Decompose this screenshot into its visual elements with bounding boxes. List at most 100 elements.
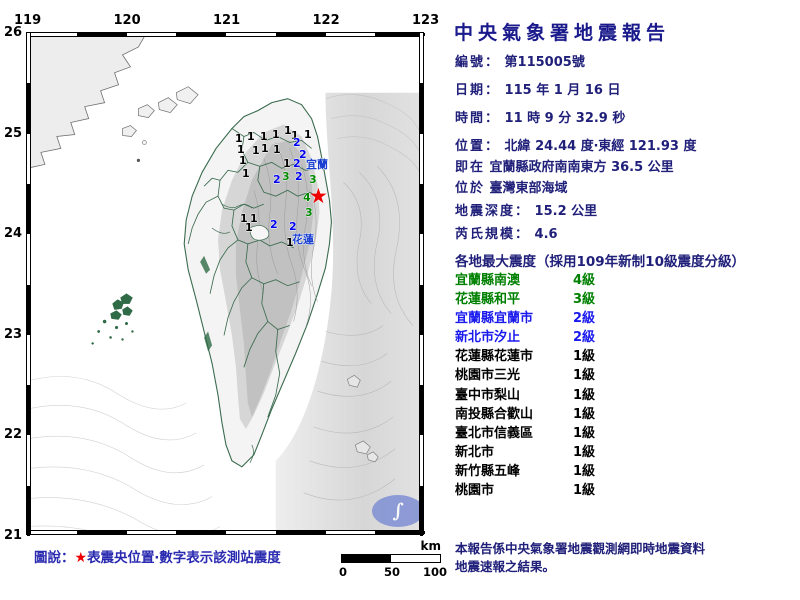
station-intensity-11: 1 xyxy=(273,143,281,156)
report-footer: 本報告係中央氣象署地震觀測網即時地震資料 地震速報之結果。 xyxy=(455,540,705,576)
report-field-3: 位置： 北緯 24.44 度‧東經 121.93 度 xyxy=(455,140,696,153)
report-field-label-1: 日期： xyxy=(455,83,501,98)
station-intensity-19: 3 xyxy=(282,170,290,183)
scale-tick-0: 0 xyxy=(339,565,348,579)
station-intensity-25: 1 xyxy=(245,221,253,234)
intensity-row: 南投縣合歡山 1級 xyxy=(455,405,795,424)
station-intensity-1: 1 xyxy=(247,130,255,143)
longitude-tick-121: 121 xyxy=(213,13,241,28)
intensity-section-title: 各地最大震度（採用109年新制10級震度分級） xyxy=(455,254,745,270)
intensity-place-9: 新北市 xyxy=(455,444,495,460)
scale-tick-50: 50 xyxy=(384,565,401,579)
intensity-place-7: 南投縣合歡山 xyxy=(455,406,534,422)
map-ribbon-left xyxy=(26,32,31,536)
report-field-2: 時間： 11 時 9 分 32.9 秒 xyxy=(455,112,625,125)
station-intensity-8: 1 xyxy=(237,143,245,156)
intensity-row: 桃園市 1級 xyxy=(455,481,795,500)
intensity-place-6: 臺中市梨山 xyxy=(455,387,521,403)
report-field-value-4: 宜蘭縣政府南南東方 36.5 公里 xyxy=(485,160,674,175)
scale-tick-labels: 0 50 100 xyxy=(339,565,447,579)
city-label-1: 花蓮 xyxy=(292,233,314,246)
report-field-label-0: 編號： xyxy=(455,55,501,70)
intensity-place-11: 桃園市 xyxy=(455,483,495,499)
report-field-0: 編號： 第115005號 xyxy=(455,56,585,69)
intensity-place-10: 新竹縣五峰 xyxy=(455,463,521,479)
intensity-place-5: 桃園市三光 xyxy=(455,368,521,384)
intensity-place-4: 花蓮縣花蓮市 xyxy=(455,349,534,365)
station-intensity-15: 2 xyxy=(293,157,301,170)
station-intensity-16: 1 xyxy=(242,167,250,180)
scale-unit-label: km xyxy=(420,539,441,553)
intensity-level-7: 1級 xyxy=(573,406,596,422)
station-intensity-6: 2 xyxy=(293,136,301,149)
epicenter-star-icon: ★ xyxy=(309,184,328,208)
station-intensity-14: 1 xyxy=(283,157,291,170)
latitude-tick-23: 23 xyxy=(4,326,23,342)
station-intensity-10: 1 xyxy=(261,142,269,155)
intensity-row: 宜蘭縣南澳 4級 xyxy=(455,271,795,290)
station-intensity-23: 1 xyxy=(240,212,248,225)
intensity-row: 新竹縣五峰 1級 xyxy=(455,462,795,481)
report-field-6: 地震深度： 15.2 公里 xyxy=(455,205,597,218)
intensity-level-8: 1級 xyxy=(573,425,596,441)
station-intensity-13: 1 xyxy=(239,154,247,167)
report-field-label-2: 時間： xyxy=(455,111,501,126)
intensity-level-9: 1級 xyxy=(573,444,596,460)
longitude-tick-122: 122 xyxy=(312,13,340,28)
report-field-7: 芮氏規模： 4.6 xyxy=(455,228,558,241)
report-field-label-7: 芮氏規模： xyxy=(455,227,531,242)
report-panel: 中央氣象署地震報告 編號： 第115005號 日期： 115 年 1 月 16 日… xyxy=(452,0,800,600)
latitude-tick-24: 24 xyxy=(4,226,23,242)
map-ribbon-right xyxy=(419,32,424,536)
intensity-place-2: 宜蘭縣宜蘭市 xyxy=(455,311,534,327)
station-intensity-20: 3 xyxy=(309,173,317,186)
report-field-value-2: 11 時 9 分 32.9 秒 xyxy=(500,111,626,126)
station-intensity-12: 2 xyxy=(299,148,307,161)
report-field-label-3: 位置： xyxy=(455,139,501,154)
station-intensity-18: 2 xyxy=(273,173,281,186)
latitude-tick-26: 26 xyxy=(4,25,23,40)
station-intensity-4: 1 xyxy=(284,124,292,137)
station-intensity-3: 1 xyxy=(272,128,280,141)
latitude-tick-22: 22 xyxy=(4,427,23,443)
report-field-value-5: 臺灣東部海域 xyxy=(485,181,568,196)
station-intensity-28: 1 xyxy=(286,236,294,249)
latitude-tick-21: 21 xyxy=(4,528,23,543)
intensity-level-10: 1級 xyxy=(573,463,596,479)
intensity-level-1: 3級 xyxy=(573,292,596,308)
city-label-0: 宜蘭 xyxy=(306,158,328,171)
intensity-level-11: 1級 xyxy=(573,483,596,499)
intensity-place-3: 新北市汐止 xyxy=(455,330,521,346)
longitude-tick-120: 120 xyxy=(113,13,141,28)
cwa-watermark-logo: ∫ xyxy=(372,495,423,527)
legend-text: 表震央位置‧數字表示該測站震度 xyxy=(87,550,281,566)
report-field-value-1: 115 年 1 月 16 日 xyxy=(500,83,621,98)
intensity-level-5: 1級 xyxy=(573,368,596,384)
intensity-level-2: 2級 xyxy=(573,311,596,327)
legend-prefix: 圖說： xyxy=(34,550,75,566)
intensity-list: 宜蘭縣南澳 4級 花蓮縣和平 3級 宜蘭縣宜蘭市 2級 新北市汐止 2級 花蓮縣花蓮市 1級 桃園市… xyxy=(455,271,795,500)
intensity-place-8: 臺北市信義區 xyxy=(455,425,534,441)
station-intensity-9: 1 xyxy=(252,144,260,157)
intensity-level-4: 1級 xyxy=(573,349,596,365)
latitude-tick-25: 25 xyxy=(4,125,23,141)
footer-line-2: 地震速報之結果。 xyxy=(455,559,556,574)
intensity-place-0: 宜蘭縣南澳 xyxy=(455,273,521,288)
footer-line-1: 本報告係中央氣象署地震觀測網即時地震資料 xyxy=(455,541,706,556)
map-ribbon-bottom xyxy=(26,530,425,535)
map-legend: 圖說：★表震央位置‧數字表示該測站震度 xyxy=(34,546,281,566)
scale-tick-100: 100 xyxy=(423,565,448,579)
intensity-level-0: 4級 xyxy=(573,273,596,288)
terrain-layer xyxy=(27,33,423,534)
station-intensity-0: 1 xyxy=(235,132,243,145)
station-intensity-26: 2 xyxy=(270,218,278,231)
page-title: 中央氣象署地震報告 xyxy=(454,22,671,44)
station-intensity-21: 4 xyxy=(303,191,311,204)
longitude-tick-123: 123 xyxy=(412,13,440,28)
report-field-value-6: 15.2 公里 xyxy=(530,204,598,219)
report-field-value-3: 北緯 24.44 度‧東經 121.93 度 xyxy=(500,139,697,154)
intensity-row: 臺北市信義區 1級 xyxy=(455,424,795,443)
